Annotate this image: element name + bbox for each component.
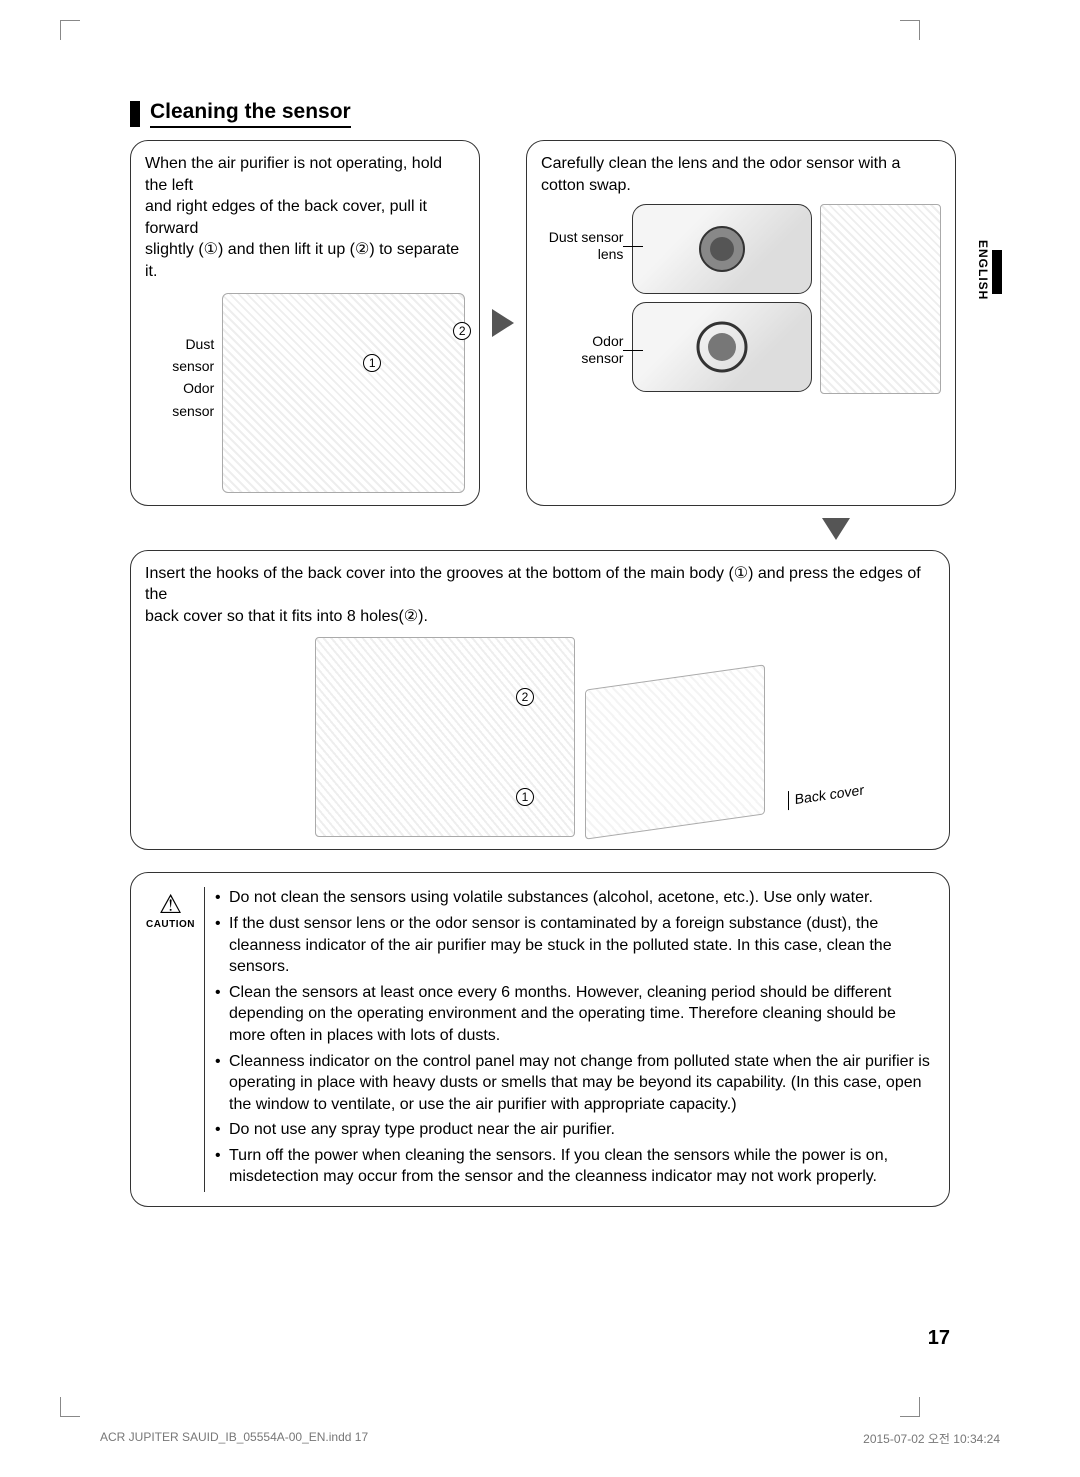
crop-mark-bottom-left [60,1397,80,1417]
step-3-illustration: 2 1 Back cover [145,637,935,837]
step-3-text-1: Insert the hooks of the back cover into … [145,563,935,606]
step-row-1-2: When the air purifier is not operating, … [130,140,950,506]
caution-box: ⚠ CAUTION Do not clean the sensors using… [130,872,950,1207]
mark-2-reassembly: 2 [516,688,534,706]
step-3-text-2: back cover so that it fits into 8 holes(… [145,606,935,628]
section-bar [130,101,140,127]
odor-label-2: sensor [581,350,623,366]
step-1-illustration: Dust sensor Odor sensor 1 2 [145,293,465,493]
caution-item: If the dust sensor lens or the odor sens… [215,913,935,978]
caution-item: Turn off the power when cleaning the sen… [215,1145,935,1188]
odor-sensor-detail: Odor sensor [632,302,812,392]
arrow-down-wrap [130,518,950,540]
odor-sensor-icon [692,317,752,377]
dust-lens-detail: Dust sensor lens [632,204,812,294]
mark-2: 2 [453,322,471,340]
caution-item: Do not clean the sensors using volatile … [215,887,935,909]
odor-sensor-label: Odor sensor [145,377,214,422]
caution-head: ⚠ CAUTION [145,887,205,1192]
step-2-text-2: cotton swap. [541,175,941,197]
page-content: ENGLISH Cleaning the sensor When the air… [130,100,950,1380]
caution-list: Do not clean the sensors using volatile … [215,887,935,1192]
mark-1-reassembly: 1 [516,788,534,806]
lens-icon [692,219,752,279]
section-heading: Cleaning the sensor [130,100,950,128]
air-purifier-drawing-2 [820,204,941,394]
footer-timestamp: 2015-07-02 오전 10:34:24 [863,1430,1000,1447]
step-1-text-3: slightly (①) and then lift it up (②) to … [145,239,465,282]
crop-mark-top-right [900,20,920,40]
step-3-box: Insert the hooks of the back cover into … [130,550,950,851]
back-cover-drawing: Back cover [585,665,765,840]
step-2-text-1: Carefully clean the lens and the odor se… [541,153,941,175]
page-number: 17 [928,1327,950,1350]
arrow-right-icon [492,309,514,337]
step-1-callouts: Dust sensor Odor sensor [145,293,214,423]
detail-column: Dust sensor lens Odor sensor [632,204,812,394]
caution-item: Do not use any spray type product near t… [215,1119,935,1141]
dust-lens-label-2: lens [598,246,624,262]
crop-mark-bottom-right [900,1397,920,1417]
side-tab-block [992,250,1002,294]
caution-label: CAUTION [145,919,196,930]
mark-1: 1 [363,354,381,372]
step-1-text-2: and right edges of the back cover, pull … [145,196,465,239]
arrow-down-icon [822,518,850,540]
language-tab: ENGLISH [976,240,990,300]
dust-lens-label-1: Dust sensor [549,229,624,245]
crop-mark-top-left [60,20,80,40]
step-1-text-1: When the air purifier is not operating, … [145,153,465,196]
section-title: Cleaning the sensor [150,100,351,128]
air-purifier-body-drawing: 2 1 [315,637,575,837]
air-purifier-drawing: 1 2 [222,293,465,493]
footer-filename: ACR JUPITER SAUID_IB_05554A-00_EN.indd 1… [100,1430,368,1447]
print-footer: ACR JUPITER SAUID_IB_05554A-00_EN.indd 1… [100,1430,1000,1447]
caution-icon: ⚠ [145,891,196,917]
odor-label-1: Odor [592,333,623,349]
back-cover-label: Back cover [788,781,864,811]
caution-item: Clean the sensors at least once every 6 … [215,982,935,1047]
dust-sensor-label: Dust sensor [145,333,214,378]
caution-item: Cleanness indicator on the control panel… [215,1051,935,1116]
step-1-box: When the air purifier is not operating, … [130,140,480,506]
step-2-box: Carefully clean the lens and the odor se… [526,140,956,506]
